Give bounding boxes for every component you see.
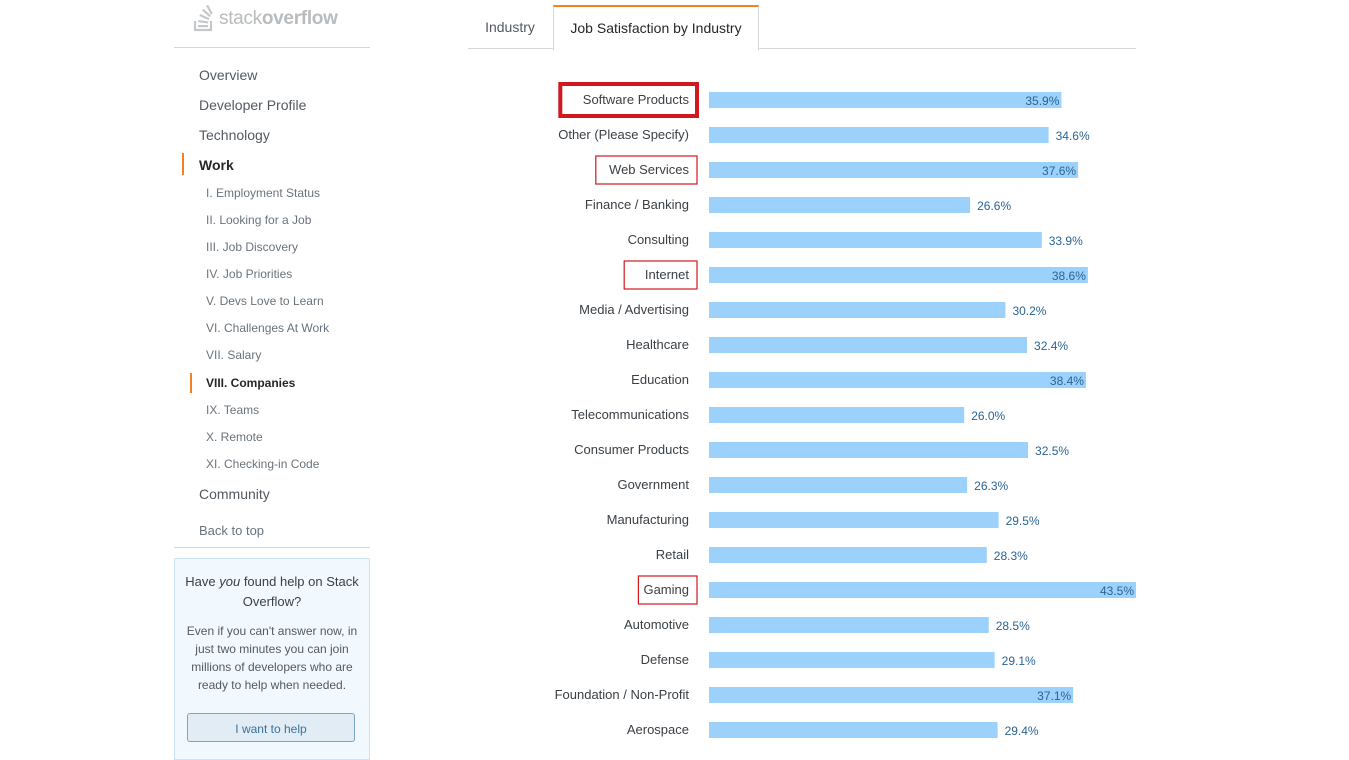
category-label-finance-banking: Finance / Banking: [585, 197, 689, 212]
bar-media-advertising[interactable]: [709, 302, 1006, 318]
tab-industry[interactable]: Industry: [485, 19, 535, 35]
category-label-consumer-products: Consumer Products: [574, 442, 689, 457]
bar-retail[interactable]: [709, 547, 987, 563]
divider: [174, 47, 370, 48]
bar-manufacturing[interactable]: [709, 512, 999, 528]
category-label-defense: Defense: [641, 652, 689, 667]
value-label-web-services: 37.6%: [1042, 164, 1076, 178]
highlight-box-internet: [623, 260, 698, 290]
bar-foundation-non-profit[interactable]: [709, 687, 1074, 703]
nav-community[interactable]: Community: [199, 486, 270, 502]
bar-education[interactable]: [709, 372, 1086, 388]
highlight-box-web-services: [595, 155, 698, 185]
bar-automotive[interactable]: [709, 617, 989, 633]
nav-overview[interactable]: Overview: [199, 67, 258, 83]
nav-checking-in-code[interactable]: XI. Checking-in Code: [206, 457, 320, 471]
nav-devs-love-to-learn[interactable]: V. Devs Love to Learn: [206, 294, 324, 308]
bar-internet[interactable]: [709, 267, 1088, 283]
tabs-baseline: [468, 48, 1136, 49]
tab-job-satisfaction-by-industry[interactable]: Job Satisfaction by Industry: [553, 5, 759, 51]
bar-other-please-specify[interactable]: [709, 127, 1049, 143]
category-label-retail: Retail: [656, 547, 689, 562]
value-label-foundation-non-profit: 37.1%: [1037, 689, 1071, 703]
divider: [174, 547, 370, 548]
value-label-retail: 28.3%: [994, 549, 1028, 563]
bar-gaming[interactable]: [709, 582, 1136, 598]
category-label-software-products: Software Products: [583, 92, 690, 107]
value-label-consumer-products: 32.5%: [1035, 444, 1069, 458]
value-label-media-advertising: 30.2%: [1012, 304, 1046, 318]
job-satisfaction-chart: Software Products 35.9% Other (Please Spec…: [555, 82, 1136, 738]
brand-logo[interactable]: stackoverflow: [192, 4, 338, 34]
nav-teams[interactable]: IX. Teams: [206, 403, 260, 417]
category-label-government: Government: [617, 477, 689, 492]
value-label-internet: 38.6%: [1052, 269, 1086, 283]
active-indicator: [182, 153, 184, 175]
highlight-box-gaming: [637, 575, 698, 605]
value-label-gaming: 43.5%: [1100, 584, 1134, 598]
bar-consulting[interactable]: [709, 232, 1042, 248]
value-label-manufacturing: 29.5%: [1006, 514, 1040, 528]
value-label-government: 26.3%: [974, 479, 1008, 493]
value-label-healthcare: 32.4%: [1034, 339, 1068, 353]
nav-employment-status[interactable]: I. Employment Status: [206, 186, 321, 200]
nav-remote[interactable]: X. Remote: [206, 430, 263, 444]
category-label-aerospace: Aerospace: [627, 722, 689, 737]
category-label-foundation-non-profit: Foundation / Non-Profit: [555, 687, 690, 702]
value-label-education: 38.4%: [1050, 374, 1084, 388]
category-label-internet: Internet: [645, 267, 689, 282]
value-label-telecommunications: 26.0%: [971, 409, 1005, 423]
nav-work[interactable]: Work: [199, 157, 234, 173]
bar-telecommunications[interactable]: [709, 407, 965, 423]
active-subsection-indicator: [190, 373, 192, 393]
bar-software-products[interactable]: [709, 92, 1062, 108]
value-label-consulting: 33.9%: [1049, 234, 1083, 248]
category-label-gaming: Gaming: [643, 582, 689, 597]
help-box: Have you found help on Stack Overflow? E…: [174, 558, 370, 760]
category-label-healthcare: Healthcare: [626, 337, 689, 352]
bar-government[interactable]: [709, 477, 968, 493]
category-label-telecommunications: Telecommunications: [571, 407, 689, 422]
value-label-other-please-specify: 34.6%: [1056, 129, 1090, 143]
category-label-education: Education: [631, 372, 689, 387]
nav-salary[interactable]: VII. Salary: [206, 348, 262, 362]
value-label-automotive: 28.5%: [996, 619, 1030, 633]
nav-job-priorities[interactable]: IV. Job Priorities: [206, 267, 293, 281]
category-label-media-advertising: Media / Advertising: [579, 302, 689, 317]
category-label-consulting: Consulting: [628, 232, 689, 247]
nav-companies[interactable]: VIII. Companies: [206, 376, 296, 390]
bar-consumer-products[interactable]: [709, 442, 1029, 458]
category-label-manufacturing: Manufacturing: [607, 512, 689, 527]
stackoverflow-logo-icon: [193, 5, 213, 32]
nav-challenges-at-work[interactable]: VI. Challenges At Work: [206, 321, 330, 335]
bar-finance-banking[interactable]: [709, 197, 971, 213]
bar-aerospace[interactable]: [709, 722, 998, 738]
back-to-top-link[interactable]: Back to top: [199, 523, 265, 538]
help-box-title: Have you found help on Stack Overflow?: [185, 574, 359, 609]
category-label-web-services: Web Services: [609, 162, 689, 177]
nav-developer-profile[interactable]: Developer Profile: [199, 97, 307, 113]
value-label-finance-banking: 26.6%: [977, 199, 1011, 213]
bar-healthcare[interactable]: [709, 337, 1028, 353]
value-label-aerospace: 29.4%: [1005, 724, 1039, 738]
i-want-to-help-button[interactable]: I want to help: [187, 713, 355, 742]
category-label-automotive: Automotive: [624, 617, 689, 632]
bar-web-services[interactable]: [709, 162, 1079, 178]
nav-looking-for-job[interactable]: II. Looking for a Job: [206, 213, 312, 227]
help-box-body: Even if you can't answer now, in just tw…: [186, 624, 358, 692]
highlight-box-software-products: [558, 82, 699, 118]
brand-name: stackoverflow: [219, 8, 338, 29]
chart-tabs: Industry Job Satisfaction by Industry: [468, 0, 1136, 51]
bar-defense[interactable]: [709, 652, 995, 668]
value-label-software-products: 35.9%: [1025, 94, 1059, 108]
nav-technology[interactable]: Technology: [199, 127, 270, 143]
value-label-defense: 29.1%: [1002, 654, 1036, 668]
category-label-other-please-specify: Other (Please Specify): [558, 127, 689, 142]
nav-job-discovery[interactable]: III. Job Discovery: [206, 240, 299, 254]
